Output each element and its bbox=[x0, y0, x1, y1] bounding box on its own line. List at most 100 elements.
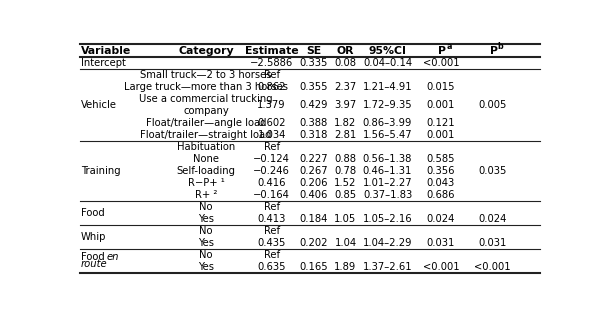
Text: No: No bbox=[200, 202, 213, 212]
Text: P: P bbox=[490, 46, 498, 56]
Text: Yes: Yes bbox=[198, 262, 214, 272]
Text: Habituation: Habituation bbox=[177, 142, 235, 152]
Text: −2.5886: −2.5886 bbox=[250, 58, 293, 68]
Text: Ref: Ref bbox=[264, 70, 280, 80]
Text: Yes: Yes bbox=[198, 214, 214, 224]
Text: 0.429: 0.429 bbox=[300, 100, 328, 110]
Text: 0.335: 0.335 bbox=[300, 58, 328, 68]
Text: Intercept: Intercept bbox=[81, 58, 126, 68]
Text: 0.388: 0.388 bbox=[300, 118, 328, 128]
Text: 1.82: 1.82 bbox=[335, 118, 356, 128]
Text: Self-loading: Self-loading bbox=[177, 166, 236, 176]
Text: 2.37: 2.37 bbox=[335, 82, 356, 92]
Text: 0.413: 0.413 bbox=[257, 214, 286, 224]
Text: 0.435: 0.435 bbox=[257, 238, 286, 248]
Text: Category: Category bbox=[178, 46, 234, 56]
Text: 0.318: 0.318 bbox=[300, 130, 328, 140]
Text: 1.379: 1.379 bbox=[257, 100, 286, 110]
Text: 0.635: 0.635 bbox=[257, 262, 286, 272]
Text: 0.202: 0.202 bbox=[300, 238, 328, 248]
Text: 0.031: 0.031 bbox=[427, 238, 455, 248]
Text: 0.416: 0.416 bbox=[257, 178, 286, 188]
Text: 1.01–2.27: 1.01–2.27 bbox=[363, 178, 412, 188]
Text: <0.001: <0.001 bbox=[474, 262, 511, 272]
Text: 0.001: 0.001 bbox=[427, 100, 455, 110]
Text: 0.602: 0.602 bbox=[257, 118, 286, 128]
Text: Large truck—more than 3 horses: Large truck—more than 3 horses bbox=[124, 82, 288, 92]
Text: Food: Food bbox=[81, 208, 105, 218]
Text: Ref: Ref bbox=[264, 142, 280, 152]
Text: 95%CI: 95%CI bbox=[368, 46, 406, 56]
Text: Float/trailer—straight load: Float/trailer—straight load bbox=[140, 130, 272, 140]
Text: −0.164: −0.164 bbox=[253, 190, 290, 200]
Text: b: b bbox=[498, 42, 504, 51]
Text: <0.001: <0.001 bbox=[423, 58, 459, 68]
Text: None: None bbox=[193, 154, 219, 164]
Text: 0.04–0.14: 0.04–0.14 bbox=[363, 58, 412, 68]
Text: 0.86–3.99: 0.86–3.99 bbox=[363, 118, 412, 128]
Text: Ref: Ref bbox=[264, 250, 280, 260]
Text: a: a bbox=[446, 42, 452, 51]
Text: 0.035: 0.035 bbox=[478, 166, 507, 176]
Text: Use a commercial trucking
company: Use a commercial trucking company bbox=[139, 95, 273, 116]
Text: 1.05: 1.05 bbox=[335, 214, 356, 224]
Text: 0.686: 0.686 bbox=[426, 190, 455, 200]
Text: 0.406: 0.406 bbox=[300, 190, 328, 200]
Text: 3.97: 3.97 bbox=[335, 100, 356, 110]
Text: route: route bbox=[81, 259, 107, 269]
Text: en: en bbox=[107, 252, 119, 262]
Text: 1.72–9.35: 1.72–9.35 bbox=[363, 100, 412, 110]
Text: P: P bbox=[438, 46, 446, 56]
Text: 0.184: 0.184 bbox=[300, 214, 328, 224]
Text: 0.355: 0.355 bbox=[300, 82, 328, 92]
Text: 0.043: 0.043 bbox=[427, 178, 455, 188]
Text: Whip: Whip bbox=[81, 232, 106, 242]
Text: 1.56–5.47: 1.56–5.47 bbox=[363, 130, 412, 140]
Text: OR: OR bbox=[336, 46, 354, 56]
Text: 1.05–2.16: 1.05–2.16 bbox=[363, 214, 412, 224]
Text: 1.034: 1.034 bbox=[257, 130, 286, 140]
Text: SE: SE bbox=[306, 46, 321, 56]
Text: 0.267: 0.267 bbox=[300, 166, 328, 176]
Text: 0.862: 0.862 bbox=[257, 82, 286, 92]
Text: 0.005: 0.005 bbox=[478, 100, 507, 110]
Text: Small truck—2 to 3 horses: Small truck—2 to 3 horses bbox=[140, 70, 272, 80]
Text: 0.165: 0.165 bbox=[300, 262, 328, 272]
Text: Ref: Ref bbox=[264, 202, 280, 212]
Text: 1.37–2.61: 1.37–2.61 bbox=[363, 262, 412, 272]
Text: 0.46–1.31: 0.46–1.31 bbox=[363, 166, 412, 176]
Text: R+ ²: R+ ² bbox=[195, 190, 218, 200]
Text: R−P+ ¹: R−P+ ¹ bbox=[188, 178, 224, 188]
Text: 2.81: 2.81 bbox=[335, 130, 356, 140]
Text: 0.024: 0.024 bbox=[478, 214, 507, 224]
Text: Float/trailer—angle load: Float/trailer—angle load bbox=[146, 118, 267, 128]
Text: 0.356: 0.356 bbox=[426, 166, 455, 176]
Text: 0.227: 0.227 bbox=[300, 154, 328, 164]
Text: 0.031: 0.031 bbox=[478, 238, 507, 248]
Text: 0.024: 0.024 bbox=[427, 214, 455, 224]
Text: 0.56–1.38: 0.56–1.38 bbox=[363, 154, 412, 164]
Text: 0.585: 0.585 bbox=[426, 154, 455, 164]
Text: Food: Food bbox=[81, 252, 105, 262]
Text: 1.89: 1.89 bbox=[335, 262, 356, 272]
Text: Training: Training bbox=[81, 166, 121, 176]
Text: −0.246: −0.246 bbox=[253, 166, 290, 176]
Text: No: No bbox=[200, 226, 213, 236]
Text: 0.78: 0.78 bbox=[335, 166, 356, 176]
Text: No: No bbox=[200, 250, 213, 260]
Text: 0.206: 0.206 bbox=[300, 178, 328, 188]
Text: Estimate: Estimate bbox=[245, 46, 298, 56]
Text: 1.21–4.91: 1.21–4.91 bbox=[363, 82, 412, 92]
Text: −0.124: −0.124 bbox=[253, 154, 290, 164]
Text: 0.08: 0.08 bbox=[335, 58, 356, 68]
Text: 0.001: 0.001 bbox=[427, 130, 455, 140]
Text: 0.121: 0.121 bbox=[426, 118, 455, 128]
Text: 1.52: 1.52 bbox=[334, 178, 357, 188]
Text: Ref: Ref bbox=[264, 226, 280, 236]
Text: Yes: Yes bbox=[198, 238, 214, 248]
Text: 0.015: 0.015 bbox=[426, 82, 455, 92]
Text: Vehicle: Vehicle bbox=[81, 100, 117, 110]
Text: 1.04–2.29: 1.04–2.29 bbox=[363, 238, 412, 248]
Text: 1.04: 1.04 bbox=[335, 238, 356, 248]
Text: 0.85: 0.85 bbox=[335, 190, 356, 200]
